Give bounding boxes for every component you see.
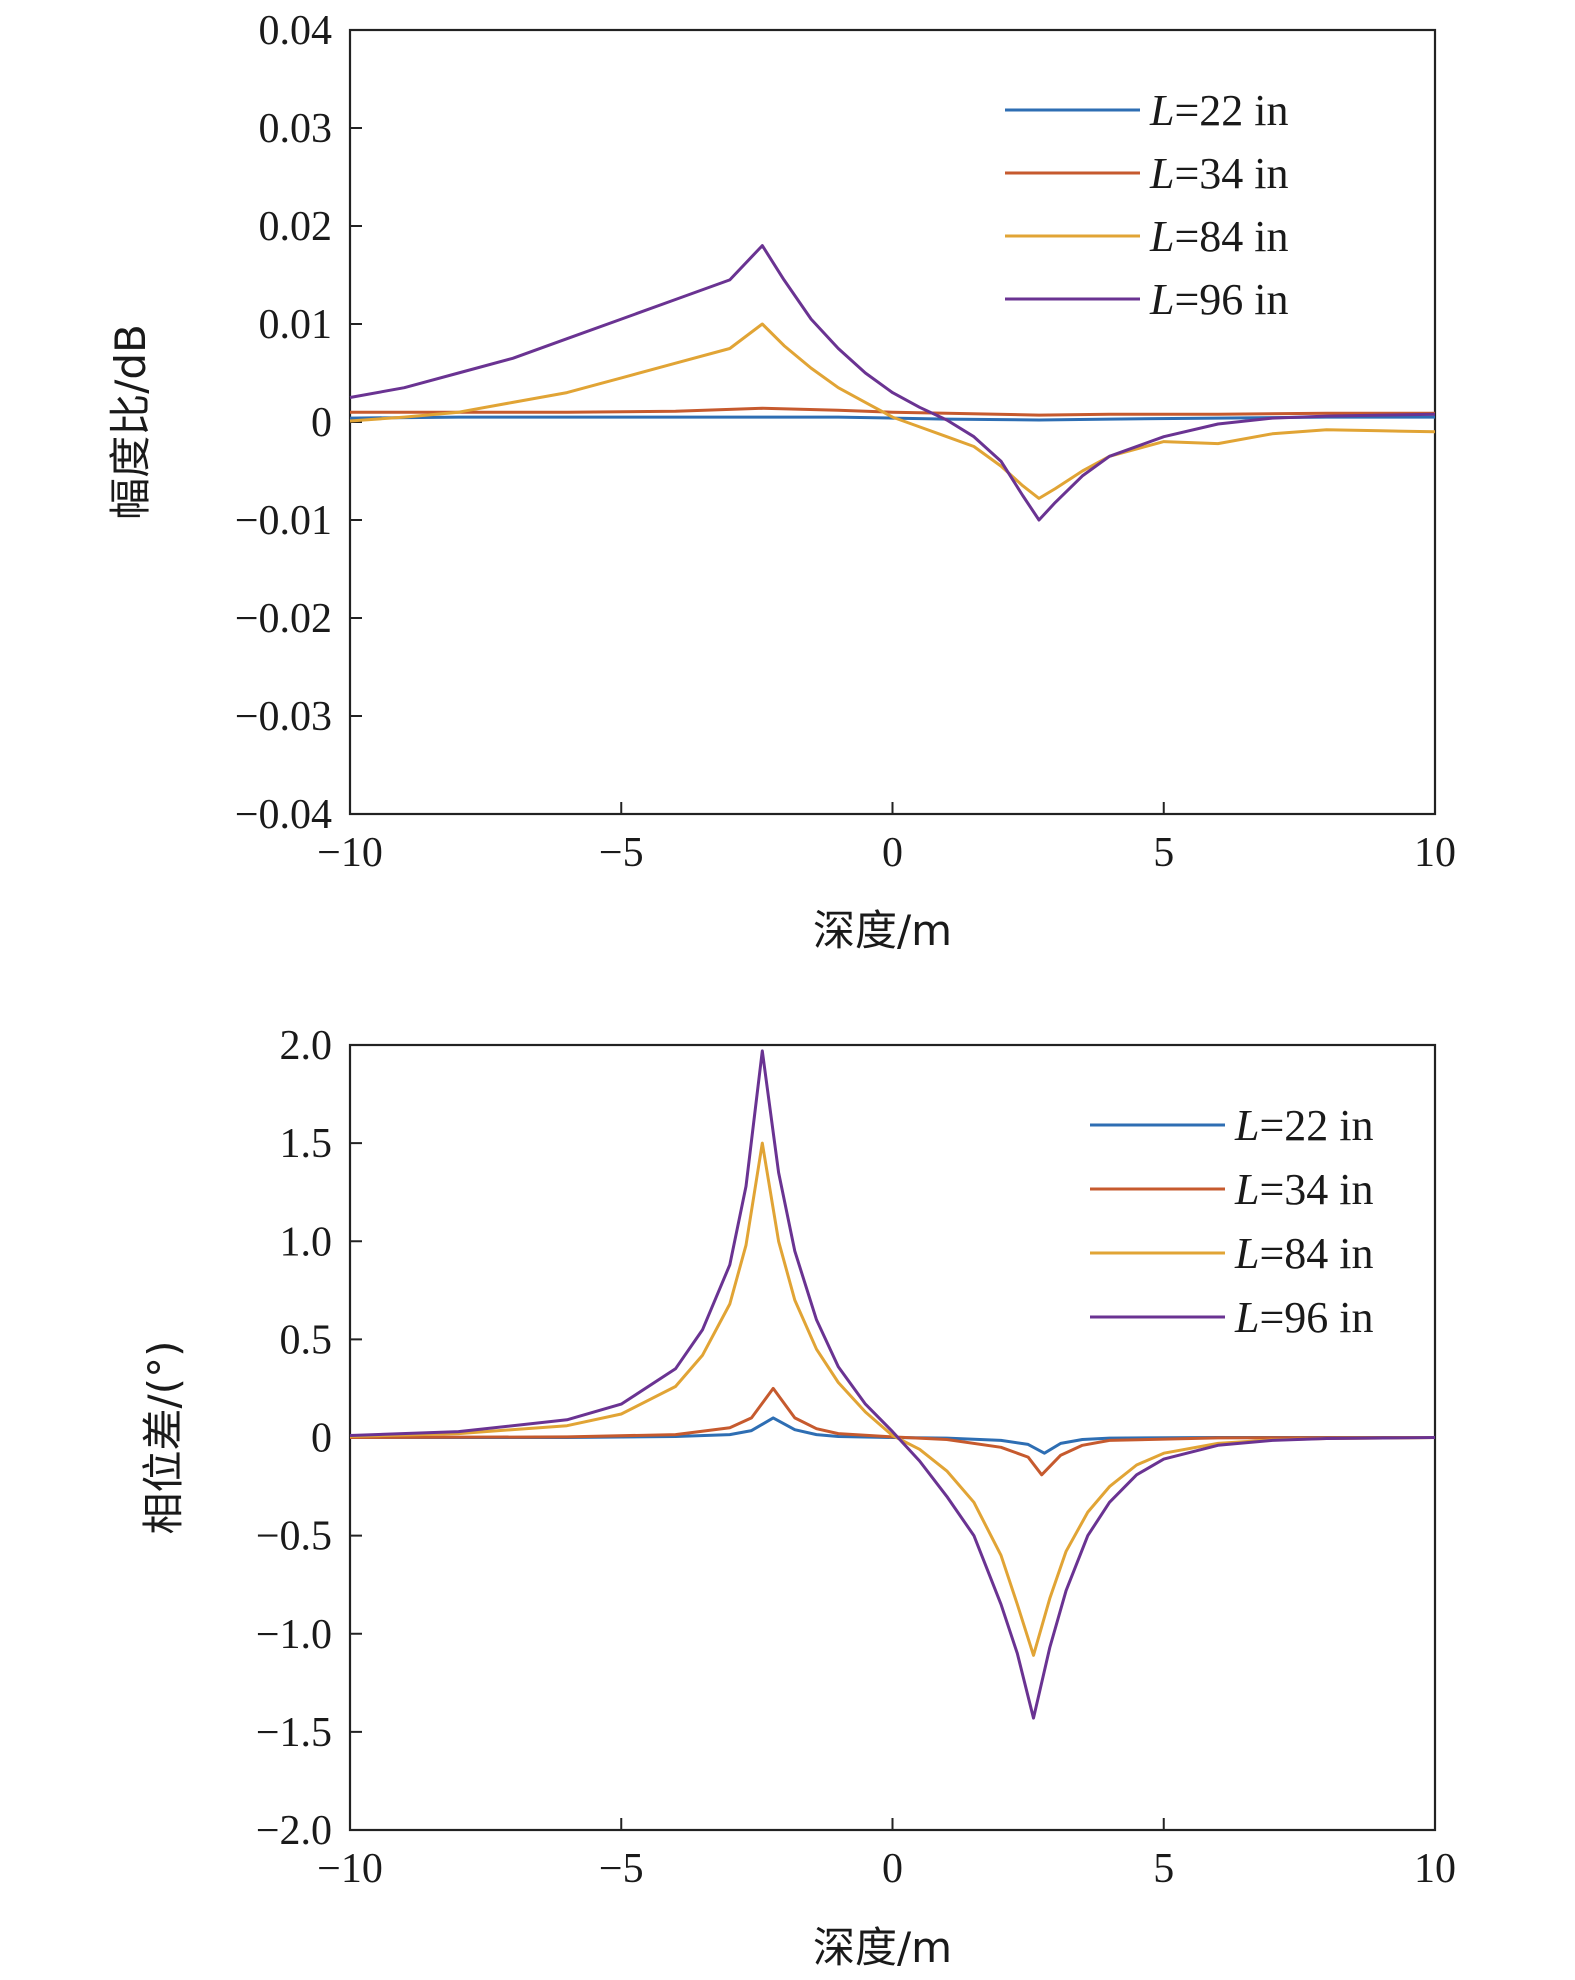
- y-tick-label: 0: [311, 1416, 332, 1462]
- y-tick-label: −0.03: [235, 694, 332, 740]
- y-tick-label: −1.0: [256, 1612, 332, 1658]
- y-tick-label: −0.5: [256, 1514, 332, 1560]
- series-line: [349, 1049, 1436, 1720]
- legend-label: L=22 in: [1149, 86, 1289, 135]
- legend-label: L=84 in: [1149, 212, 1289, 261]
- x-tick-label: −10: [317, 1846, 383, 1892]
- y-tick-label: 1.0: [280, 1219, 333, 1265]
- y-tick-label: 1.5: [280, 1121, 333, 1167]
- legend-label: L=22 in: [1234, 1101, 1374, 1150]
- y-tick-label: −0.02: [235, 596, 332, 642]
- y-tick-label: −1.5: [256, 1710, 332, 1756]
- x-tick-label: 5: [1153, 830, 1174, 876]
- legend: L=22 in L=34 in L=84 in L=96 in: [1005, 86, 1289, 324]
- series-line: [350, 406, 1435, 417]
- series-line: [349, 244, 1436, 522]
- x-tick-label: 0: [882, 830, 903, 876]
- y-tick-label: −0.01: [235, 498, 332, 544]
- y-tick-label: −2.0: [256, 1808, 332, 1854]
- x-tick-label: 0: [882, 1846, 903, 1892]
- series-line: [349, 1141, 1436, 1657]
- x-tick-label: 10: [1414, 1846, 1456, 1892]
- x-tick-label: 10: [1414, 830, 1456, 876]
- legend-label: L=96 in: [1234, 1293, 1374, 1342]
- x-tick-label: −5: [599, 830, 644, 876]
- legend-label: L=34 in: [1234, 1165, 1374, 1214]
- series-line: [349, 322, 1436, 500]
- y-tick-label: 0.04: [259, 8, 333, 54]
- x-axis-title: 深度/m: [813, 906, 952, 955]
- legend-label: L=34 in: [1149, 149, 1289, 198]
- y-axis-title: 相位差/(°): [139, 1341, 188, 1535]
- y-tick-label: −0.04: [235, 792, 332, 838]
- y-tick-label: 0.02: [259, 204, 333, 250]
- x-tick-label: −10: [317, 830, 383, 876]
- x-tick-label: 5: [1153, 1846, 1174, 1892]
- x-tick-label: −5: [599, 1846, 644, 1892]
- y-tick-label: 0.5: [280, 1317, 333, 1363]
- legend-label: L=96 in: [1149, 275, 1289, 324]
- legend-label: L=84 in: [1234, 1229, 1374, 1278]
- phase-difference-chart: −10 −5 0 5 10 2.0 1.5 1.0 0.5 0 −0.5 −1.0 −1.5 −2.0 深度…: [139, 1023, 1456, 1972]
- y-tick-label: 0.03: [259, 106, 333, 152]
- y-axis-title: 幅度比/dB: [106, 324, 155, 520]
- y-tick-label: 0: [311, 400, 332, 446]
- plot-frame: [348, 28, 1437, 816]
- x-axis-title: 深度/m: [813, 1923, 952, 1972]
- legend: L=22 in L=34 in L=84 in L=96 in: [1090, 1101, 1374, 1342]
- amplitude-ratio-chart: −10 −5 0 5 10 0.04 0.03 0.02 0.01 0 −0.01 −0.02 −0.0…: [106, 8, 1456, 955]
- y-tick-label: 2.0: [280, 1023, 333, 1069]
- y-tick-label: 0.01: [259, 302, 333, 348]
